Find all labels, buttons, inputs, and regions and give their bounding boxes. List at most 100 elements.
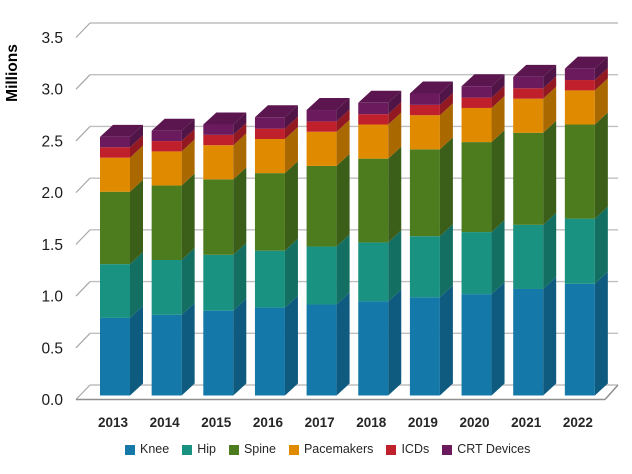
bar-segment-front-2014-pacemakers <box>151 151 182 186</box>
bar-segment-side-2019-spine <box>439 137 453 237</box>
bar-segment-front-2020-pacemakers <box>461 107 492 143</box>
bar-segment-side-2013-hip <box>130 252 143 318</box>
bar-segment-front-2022-spine <box>564 124 595 219</box>
bar-segment-front-2014-spine <box>151 185 182 261</box>
bar-segment-front-2015-spine <box>203 179 234 255</box>
bar-segment-side-2017-icds <box>336 109 350 132</box>
bar-segment-front-2020-hip <box>461 232 492 295</box>
bar-segment-front-2013-pacemakers <box>100 157 130 192</box>
bar-2021 <box>513 64 557 396</box>
bar-segment-front-2018-knee <box>358 301 389 396</box>
y-tick-label: 2.5 <box>41 133 63 150</box>
bar-segment-side-2014-pacemakers <box>181 139 195 186</box>
legend-swatch-icon <box>288 444 299 455</box>
bar-segment-side-2014-crt-devices <box>181 118 195 142</box>
y-axis-labels-layer: 0.0 0.5 1.0 1.5 2.0 2.5 3.0 3.5 <box>41 30 63 409</box>
x-tick-label: 2021 <box>511 415 542 430</box>
bar-segment-top-2020-crt-devices <box>461 74 505 87</box>
x-tick-label: 2016 <box>253 415 284 430</box>
y-tick-label: 2.0 <box>41 185 63 202</box>
bar-segment-top-2016-crt-devices <box>254 105 298 118</box>
bar-segment-front-2013-hip <box>100 264 130 318</box>
legend-item-pacemakers: Pacemakers <box>288 442 373 456</box>
bar-segment-side-2016-spine <box>284 161 298 251</box>
bar-segment-side-2014-hip <box>181 248 195 315</box>
x-tick-label: 2015 <box>201 415 232 430</box>
bar-segment-front-2014-crt-devices <box>151 130 182 142</box>
bar-segment-front-2018-spine <box>358 158 389 243</box>
legend-item-crt-devices: CRT Devices <box>442 442 530 456</box>
bar-segment-side-2018-icds <box>388 102 402 125</box>
bar-segment-side-2019-knee <box>439 285 453 396</box>
bar-segment-side-2020-hip <box>491 220 505 295</box>
x-tick-label: 2018 <box>356 415 387 430</box>
y-axis-title: Millions <box>4 44 21 102</box>
bar-segment-front-2021-knee <box>513 288 544 396</box>
legend-swatch-icon <box>228 444 239 455</box>
bar-segment-side-2017-crt-devices <box>336 98 350 122</box>
bar-segment-front-2020-spine <box>461 142 492 233</box>
bar-segment-front-2019-knee <box>409 297 440 396</box>
bar-segment-front-2022-pacemakers <box>564 90 595 125</box>
bar-segment-front-2016-pacemakers <box>254 138 285 174</box>
bar-segment-front-2022-hip <box>564 218 595 284</box>
bar-segment-front-2022-icds <box>564 80 595 91</box>
y-axis-tick <box>75 177 91 194</box>
bar-segment-side-2020-icds <box>491 85 505 108</box>
bar-segment-side-2016-knee <box>284 295 298 396</box>
bar-segment-top-2015-crt-devices <box>203 112 247 125</box>
bar-segment-front-2021-hip <box>513 224 544 289</box>
y-tick-label: 1.5 <box>41 237 63 254</box>
bar-segment-front-2017-icds <box>306 121 337 132</box>
bar-2022 <box>564 56 608 396</box>
bar-segment-top-2013-crt-devices <box>100 124 143 137</box>
bar-segment-side-2015-spine <box>233 167 247 255</box>
bar-segment-side-2020-knee <box>491 282 505 396</box>
bar-segment-front-2015-hip <box>203 254 234 311</box>
bar-segment-top-2021-crt-devices <box>513 64 557 77</box>
bar-segment-side-2018-hip <box>388 230 402 302</box>
legend-label: Knee <box>140 442 170 456</box>
bar-segment-front-2021-pacemakers <box>513 98 544 133</box>
bar-2014 <box>151 118 195 396</box>
bar-segment-front-2018-icds <box>358 114 389 125</box>
bar-segment-front-2019-spine <box>409 149 440 237</box>
bar-segment-side-2013-pacemakers <box>130 145 143 192</box>
bar-segment-front-2017-pacemakers <box>306 131 337 166</box>
bar-segment-side-2017-pacemakers <box>336 119 350 166</box>
bar-segment-side-2022-knee <box>594 271 608 396</box>
x-tick-label: 2022 <box>563 415 593 430</box>
bar-segment-side-2017-spine <box>336 153 350 247</box>
legend-swatch-icon <box>442 444 453 455</box>
bar-segment-side-2018-pacemakers <box>388 112 402 159</box>
x-tick-label: 2013 <box>98 415 129 430</box>
bar-segment-side-2015-knee <box>233 298 247 396</box>
legend-label: ICDs <box>401 442 430 456</box>
bar-segment-side-2019-pacemakers <box>439 103 453 150</box>
bar-segment-front-2014-knee <box>151 314 182 396</box>
bar-segment-front-2019-crt-devices <box>409 93 440 105</box>
bar-segment-front-2021-icds <box>513 88 544 99</box>
bar-segment-side-2016-crt-devices <box>284 105 298 129</box>
bar-segment-side-2013-crt-devices <box>130 124 143 148</box>
bar-segment-front-2019-pacemakers <box>409 115 440 150</box>
bar-segment-top-2018-crt-devices <box>358 90 402 103</box>
legend-swatch-icon <box>386 444 397 455</box>
bar-segment-front-2021-crt-devices <box>513 76 544 89</box>
bar-segment-front-2020-knee <box>461 294 492 396</box>
y-axis-tick <box>75 384 91 400</box>
bar-2015 <box>203 112 247 396</box>
bar-segment-side-2014-knee <box>181 302 195 396</box>
y-axis-tick <box>75 281 91 297</box>
bar-segment-top-2014-crt-devices <box>151 118 195 131</box>
bar-segment-front-2019-hip <box>409 236 440 298</box>
bar-2019 <box>409 81 453 396</box>
x-tick-label: 2017 <box>305 415 335 430</box>
legend-label: Hip <box>197 442 216 456</box>
bar-segment-front-2019-icds <box>409 104 440 116</box>
bar-segment-front-2017-knee <box>306 304 337 396</box>
bar-segment-front-2016-icds <box>254 128 285 139</box>
floor-right-edge <box>604 384 619 401</box>
